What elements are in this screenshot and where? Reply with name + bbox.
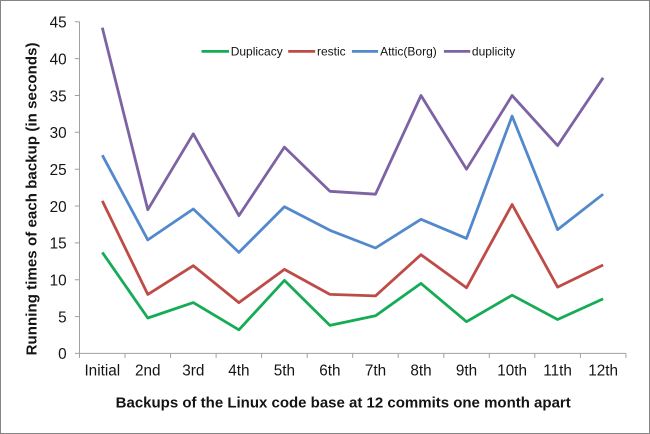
svg-text:35: 35 [50, 88, 67, 105]
svg-text:0: 0 [58, 346, 67, 363]
svg-text:Initial: Initial [84, 363, 120, 380]
svg-text:25: 25 [50, 162, 67, 179]
svg-text:Duplicacy: Duplicacy [231, 44, 283, 58]
svg-text:restic: restic [317, 44, 346, 58]
svg-text:Running times of each backup (: Running times of each backup (in seconds… [24, 42, 41, 355]
svg-text:duplicity: duplicity [472, 44, 515, 58]
svg-text:Attic(Borg): Attic(Borg) [380, 44, 437, 58]
svg-text:30: 30 [50, 125, 67, 142]
svg-text:4th: 4th [228, 363, 249, 380]
svg-text:20: 20 [50, 199, 67, 216]
svg-text:10: 10 [50, 273, 67, 290]
svg-text:15: 15 [50, 236, 67, 253]
svg-text:6th: 6th [319, 363, 340, 380]
svg-text:45: 45 [50, 15, 67, 32]
svg-text:5: 5 [58, 309, 67, 326]
svg-text:7th: 7th [365, 363, 386, 380]
svg-text:2nd: 2nd [135, 363, 161, 380]
svg-text:12th: 12th [588, 363, 618, 380]
svg-text:Backups of the Linux code base: Backups of the Linux code base at 12 com… [116, 394, 571, 411]
svg-text:10th: 10th [497, 363, 527, 380]
svg-text:11th: 11th [543, 363, 572, 380]
svg-text:3rd: 3rd [182, 363, 204, 380]
svg-text:5th: 5th [274, 363, 295, 380]
svg-text:8th: 8th [410, 363, 431, 380]
svg-text:40: 40 [50, 51, 67, 68]
svg-text:9th: 9th [456, 363, 477, 380]
